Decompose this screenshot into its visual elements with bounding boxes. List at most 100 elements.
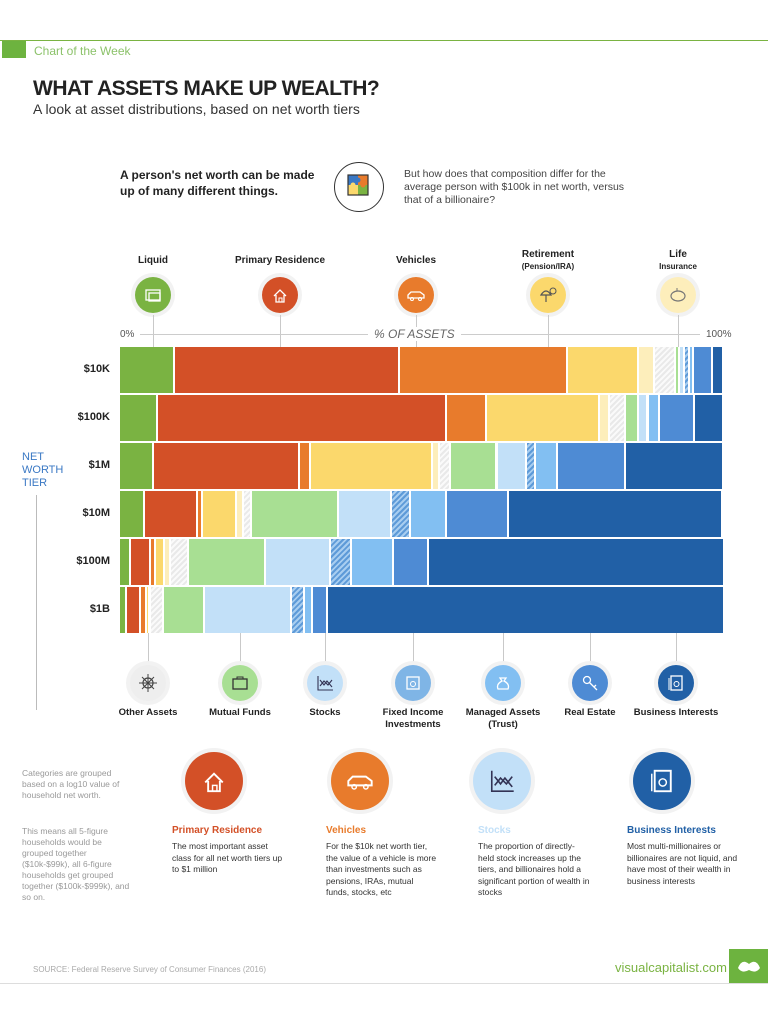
key-icon: [572, 665, 608, 701]
page-title: WHAT ASSETS MAKE UP WEALTH?: [33, 77, 380, 100]
bar-segment-retirement-pension-ira-: [202, 491, 237, 537]
bar-row: [120, 347, 724, 393]
beach-umbrella-icon: [530, 277, 566, 313]
bar-segment-stocks: [204, 587, 293, 633]
legend-sublabel: Insurance: [659, 262, 697, 271]
bar-row: [120, 443, 724, 489]
bar-segment-real-estate: [393, 539, 430, 585]
bar-segment-life-insurance: [236, 491, 244, 537]
connector-line: [548, 315, 549, 347]
bar-segment-vehicles: [446, 395, 488, 441]
bar-segment-other-assets: [170, 539, 190, 585]
tier-arrow: [36, 495, 37, 710]
legend-label: Primary Residence: [225, 255, 335, 267]
bar-segment-stocks: [638, 395, 649, 441]
car-icon: [398, 277, 434, 313]
bar-segment-stocks: [265, 539, 331, 585]
bar-segment-life-insurance: [432, 443, 441, 489]
bar-segment-mutual-funds: [189, 539, 266, 585]
bar-segment-other-assets: [150, 587, 165, 633]
bar-segment-real-estate: [557, 443, 627, 489]
note-example: This means all 5-figure households would…: [22, 826, 130, 902]
bar-segment-retirement-pension-ira-: [310, 443, 433, 489]
source-note: SOURCE: Federal Reserve Survey of Consum…: [33, 965, 266, 974]
bar-segment-mutual-funds: [164, 587, 205, 633]
tier-label-line: NET: [22, 451, 44, 463]
stock-chart-icon: [307, 665, 343, 701]
bar-segment-fixed-income-investments: [292, 587, 305, 633]
bar-segment-liquid: [120, 587, 128, 633]
legend-label: Stocks: [309, 707, 341, 718]
bar-segment-managed-assets-trust-: [536, 443, 558, 489]
bar-segment-liquid: [120, 443, 154, 489]
cash-icon: [135, 277, 171, 313]
connector-line: [153, 315, 154, 347]
bar-segment-life-insurance: [165, 539, 171, 585]
document-seal-icon: [658, 665, 694, 701]
bar-segment-managed-assets-trust-: [351, 539, 394, 585]
bar-segment-real-estate: [659, 395, 695, 441]
legend-label-text: Life: [669, 249, 687, 260]
bar-segment-managed-assets-trust-: [411, 491, 447, 537]
legend-label: Mutual Funds: [209, 707, 271, 718]
legend-label: Other Assets: [118, 707, 178, 718]
legend-label-text: Primary Residence: [234, 255, 326, 266]
intro-right-text: But how does that composition differ for…: [404, 168, 625, 206]
bar-segment-business-interests: [508, 491, 724, 537]
bar-segment-primary-residence: [174, 347, 400, 393]
piggy-bank-icon: [660, 277, 696, 313]
connector-line: [503, 633, 504, 665]
callout-text: For the $10k net worth tier, the value o…: [326, 841, 437, 897]
note-grouping: Categories are grouped based on a log10 …: [22, 768, 120, 800]
legend-label: Managed Assets (Trust): [465, 707, 541, 730]
axis-right-label: 100%: [706, 329, 732, 340]
tier-label: $1B: [89, 603, 110, 615]
brand-link[interactable]: visualcapitalist.com: [615, 960, 727, 975]
bar-segment-other-assets: [440, 443, 451, 489]
bar-segment-vehicles: [399, 347, 568, 393]
bar-segment-real-estate: [694, 347, 714, 393]
connector-line: [413, 633, 414, 665]
legend-label: Real Estate: [564, 707, 616, 718]
bar-segment-primary-residence: [144, 491, 198, 537]
legend-label-text: Liquid: [138, 255, 168, 266]
connector-line: [676, 633, 677, 665]
legend-label: Liquid: [98, 255, 208, 267]
bar-row: [120, 539, 725, 585]
bar-segment-life-insurance: [638, 347, 655, 393]
bar-segment-primary-residence: [130, 539, 151, 585]
tier-label: $10M: [82, 507, 110, 519]
bar-segment-retirement-pension-ira-: [487, 395, 601, 441]
bar-row: [120, 491, 724, 537]
bar-segment-fixed-income-investments: [684, 347, 691, 393]
bar-segment-vehicles: [140, 587, 148, 633]
tier-label-line: WORTH: [22, 464, 64, 476]
legend-label: Life Insurance: [623, 249, 733, 273]
bar-segment-managed-assets-trust-: [649, 395, 660, 441]
intro-left-text: A person's net worth can be made up of m…: [120, 168, 315, 198]
bar-segment-retirement-pension-ira-: [147, 587, 151, 633]
bar-segment-real-estate: [312, 587, 328, 633]
bar-segment-managed-assets-trust-: [304, 587, 313, 633]
bar-segment-stocks: [497, 443, 528, 489]
legend-label: Vehicles: [361, 255, 471, 267]
bar-segment-vehicles: [197, 491, 203, 537]
bar-segment-business-interests: [626, 443, 724, 489]
footer-rule: [0, 983, 768, 984]
bar-segment-retirement-pension-ira-: [156, 539, 166, 585]
bar-segment-mutual-funds: [675, 347, 680, 393]
callout-title: Business Interests: [627, 825, 716, 836]
bar-segment-stocks: [679, 347, 685, 393]
legend-label: Fixed Income Investments: [382, 707, 444, 730]
callout-title: Primary Residence: [172, 825, 263, 836]
callout-title: Stocks: [478, 825, 511, 836]
bar-row: [120, 587, 725, 633]
connector-line: [240, 633, 241, 665]
bar-segment-primary-residence: [153, 443, 300, 489]
connector-line: [280, 315, 281, 347]
bar-segment-liquid: [120, 395, 159, 441]
bar-segment-business-interests: [713, 347, 724, 393]
legend-sublabel: (Pension/IRA): [521, 262, 575, 271]
bar-segment-primary-residence: [127, 587, 141, 633]
stock-chart-icon: [473, 752, 531, 810]
